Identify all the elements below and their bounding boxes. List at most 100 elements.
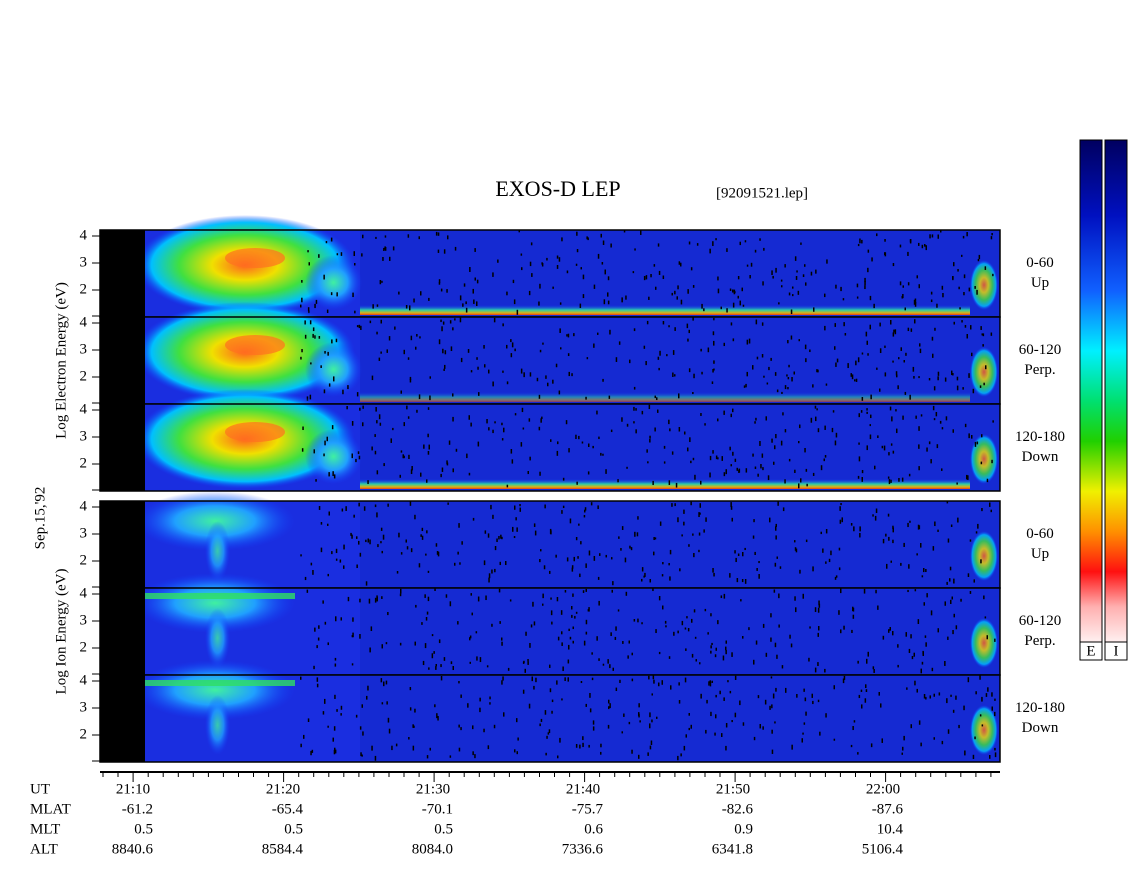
noise-dot	[898, 478, 900, 482]
noise-dot	[729, 690, 732, 694]
noise-dot	[866, 408, 868, 411]
noise-dot	[585, 631, 588, 635]
noise-dot	[619, 679, 621, 683]
noise-dot	[625, 591, 628, 596]
noise-dot	[476, 357, 478, 360]
noise-dot	[469, 635, 472, 639]
noise-dot	[795, 276, 798, 280]
noise-dot	[444, 350, 447, 355]
noise-dot	[546, 257, 548, 261]
noise-dot	[897, 385, 899, 390]
noise-dot	[440, 319, 442, 323]
noise-dot	[501, 641, 503, 646]
noise-dot	[861, 470, 864, 474]
noise-dot	[713, 360, 715, 364]
noise-dot	[911, 656, 914, 660]
noise-dot	[322, 600, 324, 604]
noise-dot	[301, 349, 303, 353]
noise-dot	[671, 503, 673, 507]
noise-dot	[571, 614, 573, 618]
noise-dot	[644, 572, 646, 577]
noise-dot	[496, 538, 498, 543]
noise-dot	[717, 276, 719, 281]
noise-dot	[968, 287, 971, 292]
noise-dot	[535, 677, 537, 683]
noise-dot	[851, 629, 853, 634]
noise-dot	[977, 259, 980, 262]
noise-dot	[434, 704, 436, 708]
noise-dot	[952, 373, 954, 376]
noise-dot	[866, 340, 868, 345]
noise-dot	[816, 369, 818, 373]
noise-dot	[531, 273, 533, 277]
data-gap	[100, 675, 145, 762]
noise-dot	[715, 238, 717, 241]
noise-dot	[634, 531, 636, 537]
noise-dot	[909, 394, 911, 400]
noise-dot	[949, 578, 951, 582]
noise-dot	[368, 598, 371, 604]
noise-dot	[646, 449, 648, 453]
noise-dot	[377, 544, 379, 548]
noise-dot	[435, 666, 437, 670]
noise-dot	[415, 346, 417, 350]
noise-dot	[458, 747, 461, 752]
noise-dot	[748, 627, 750, 631]
noise-dot	[757, 695, 760, 699]
noise-dot	[729, 446, 731, 451]
noise-dot	[710, 711, 712, 717]
noise-dot	[567, 333, 570, 338]
noise-dot	[700, 480, 702, 485]
noise-dot	[953, 321, 955, 325]
noise-dot	[468, 415, 470, 420]
noise-dot	[327, 351, 329, 356]
noise-dot	[717, 418, 719, 422]
noise-dot	[933, 418, 936, 421]
noise-dot	[357, 451, 360, 455]
noise-dot	[420, 291, 422, 296]
noise-dot	[892, 360, 894, 363]
noise-dot	[330, 292, 333, 296]
noise-dot	[678, 682, 680, 686]
noise-dot	[720, 595, 723, 599]
noise-dot	[657, 356, 660, 360]
noise-dot	[897, 664, 899, 668]
noise-dot	[914, 302, 917, 307]
noise-dot	[882, 538, 885, 544]
noise-dot	[881, 738, 883, 743]
noise-dot	[552, 286, 554, 289]
noise-dot	[896, 428, 898, 434]
noise-dot	[435, 664, 437, 667]
noise-dot	[736, 467, 738, 471]
noise-dot	[923, 568, 925, 573]
noise-dot	[687, 289, 689, 294]
noise-dot	[905, 632, 907, 637]
noise-dot	[605, 469, 607, 474]
noise-dot	[956, 482, 958, 485]
noise-dot	[812, 472, 815, 476]
noise-dot	[861, 397, 864, 401]
noise-dot	[963, 292, 965, 296]
noise-dot	[731, 652, 733, 657]
noise-dot	[817, 607, 820, 613]
noise-dot	[442, 348, 444, 354]
noise-dot	[592, 726, 595, 731]
noise-dot	[731, 517, 733, 522]
noise-dot	[715, 714, 717, 719]
noise-dot	[584, 507, 587, 511]
energy-tick-label: 3	[80, 699, 88, 715]
noise-dot	[918, 720, 921, 725]
noise-dot	[774, 721, 776, 724]
noise-dot	[842, 678, 845, 684]
panel-texture	[360, 230, 1000, 317]
noise-dot	[963, 705, 965, 711]
noise-dot	[413, 298, 415, 303]
noise-dot	[952, 630, 954, 635]
noise-dot	[334, 694, 336, 699]
noise-dot	[653, 551, 655, 556]
noise-dot	[597, 332, 599, 335]
noise-dot	[457, 621, 459, 625]
noise-dot	[834, 576, 837, 580]
noise-dot	[668, 656, 671, 659]
noise-dot	[476, 656, 478, 661]
